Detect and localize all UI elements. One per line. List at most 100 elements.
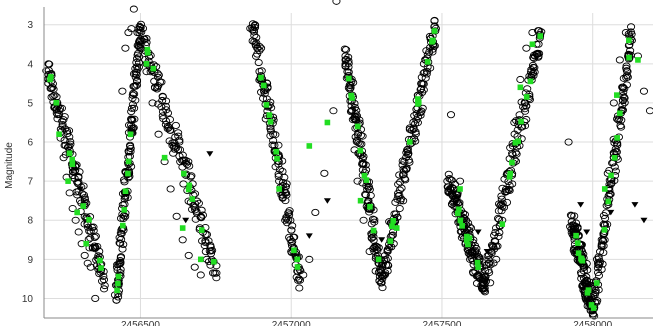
visual-observation-point [517,98,526,106]
v-band-point [179,225,186,231]
visual-observation-point [359,216,368,224]
v-band-point [588,302,595,308]
visual-observation-point [257,44,266,52]
visual-observation-point [138,24,148,32]
v-band-point [474,259,481,266]
v-band-point [507,170,514,177]
visual-observation-point [598,260,607,268]
v-band-point [523,94,530,100]
fainter-than-point [305,233,313,239]
visual-observation-point [413,113,422,121]
visual-observation-point [142,68,151,76]
visual-observation-point [614,116,623,124]
visual-observation-point [186,173,195,181]
visual-observation-point [68,204,77,213]
x-tick-label: 2457500 [422,320,461,326]
v-band-point [198,227,205,233]
visual-observation-point [579,263,588,271]
visual-observation-point [123,193,132,202]
v-band-point [594,280,600,286]
v-band-point [354,123,361,130]
visual-observation-point [466,224,476,232]
v-band-point [517,84,524,91]
fainter-than-point [474,229,482,235]
visual-observation-point [426,64,435,72]
visual-observation-point [352,112,362,120]
visual-observation-point [165,115,175,124]
visual-observation-point [359,152,368,161]
visual-observation-point [370,218,379,226]
visual-observation-point [84,223,93,231]
visual-observation-point [66,138,75,146]
visual-observation-point [599,249,608,257]
visual-observation-point [131,70,140,78]
visual-observation-point [250,21,260,29]
v-band-point [415,96,421,102]
v-band-point [459,223,465,229]
visual-observation-point [116,258,125,266]
v-band-point [406,139,413,145]
v-band-point [601,227,608,233]
v-band-point [66,150,73,157]
visual-observation-point [512,150,521,158]
visual-observation-point [497,200,506,208]
x-tick-label: 2456500 [121,320,160,326]
visual-observation-point [136,26,145,35]
visual-observation-point [121,44,130,52]
visual-observation-point [508,180,517,188]
visual-observation-point [611,148,620,156]
visual-observation-point [172,212,181,220]
visual-observation-point [58,117,67,125]
fainter-than-point [640,217,648,224]
visual-observation-point [369,206,378,214]
v-band-point [348,92,354,99]
visual-observation-point [344,68,353,76]
visual-observation-point [98,277,107,285]
visual-observation-point [395,204,404,213]
visual-observation-point [410,112,419,120]
x-tick-label: 2458000 [573,320,612,326]
visual-observation-point [171,121,180,129]
fainter-than-point [631,202,639,208]
visual-observation-point [627,23,636,31]
visual-observation-point [116,253,126,261]
visual-observation-point [504,186,513,194]
visual-observation-point [484,255,493,264]
visual-observation-point [365,247,374,256]
visual-observation-point [474,271,483,279]
v-band-point [127,131,134,138]
visual-observation-point [622,71,631,79]
visual-observation-point [391,210,401,218]
visual-observation-point [153,69,162,77]
visual-observation-point [493,242,502,250]
visual-observation-point [505,181,514,190]
visual-observation-point [582,276,591,284]
visual-observation-point [528,29,537,37]
visual-observation-point [311,208,320,216]
visual-observation-point [127,104,136,112]
visual-observation-point [358,132,367,140]
v-band-point [83,240,90,247]
visual-observation-point [464,226,474,234]
visual-observation-point [128,100,137,109]
visual-observation-point [349,79,358,87]
visual-observation-point [610,163,619,171]
v-band-point [529,41,536,48]
y-tick-label: 6 [27,138,33,149]
v-band-point [263,102,270,108]
visual-observation-point [484,251,494,259]
visual-observation-point [383,267,392,275]
y-tick-label: 5 [27,98,33,109]
visual-observation-point [136,40,145,48]
v-band-point [573,232,579,239]
visual-observation-point [161,102,170,110]
visual-observation-point [594,255,603,263]
visual-observation-point [480,284,489,292]
visual-observation-point [127,25,136,33]
v-band-point [181,170,187,177]
visual-observation-point [371,267,380,275]
visual-observation-point [281,189,291,197]
fainter-than-point [378,237,386,243]
visual-observation-point [58,120,67,129]
